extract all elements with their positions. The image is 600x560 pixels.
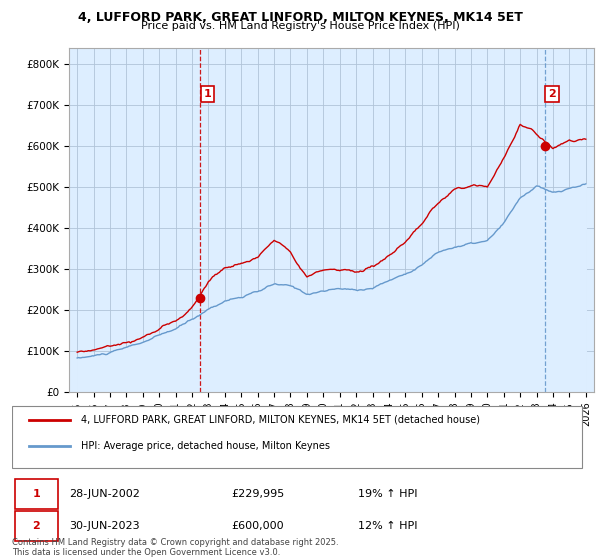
- Text: 2: 2: [32, 521, 40, 531]
- Text: 30-JUN-2023: 30-JUN-2023: [70, 521, 140, 531]
- Text: 19% ↑ HPI: 19% ↑ HPI: [358, 489, 417, 499]
- Text: 12% ↑ HPI: 12% ↑ HPI: [358, 521, 417, 531]
- Text: 1: 1: [203, 89, 211, 99]
- Text: Price paid vs. HM Land Registry's House Price Index (HPI): Price paid vs. HM Land Registry's House …: [140, 21, 460, 31]
- Text: 28-JUN-2002: 28-JUN-2002: [70, 489, 140, 499]
- Text: HPI: Average price, detached house, Milton Keynes: HPI: Average price, detached house, Milt…: [81, 441, 330, 451]
- Text: 1: 1: [32, 489, 40, 499]
- Text: £600,000: £600,000: [231, 521, 284, 531]
- Text: 4, LUFFORD PARK, GREAT LINFORD, MILTON KEYNES, MK14 5ET (detached house): 4, LUFFORD PARK, GREAT LINFORD, MILTON K…: [81, 415, 480, 425]
- FancyBboxPatch shape: [15, 511, 58, 541]
- Text: £229,995: £229,995: [231, 489, 284, 499]
- Text: 4, LUFFORD PARK, GREAT LINFORD, MILTON KEYNES, MK14 5ET: 4, LUFFORD PARK, GREAT LINFORD, MILTON K…: [77, 11, 523, 24]
- Text: 2: 2: [548, 89, 556, 99]
- Text: Contains HM Land Registry data © Crown copyright and database right 2025.
This d: Contains HM Land Registry data © Crown c…: [12, 538, 338, 557]
- FancyBboxPatch shape: [15, 479, 58, 509]
- FancyBboxPatch shape: [12, 406, 582, 468]
